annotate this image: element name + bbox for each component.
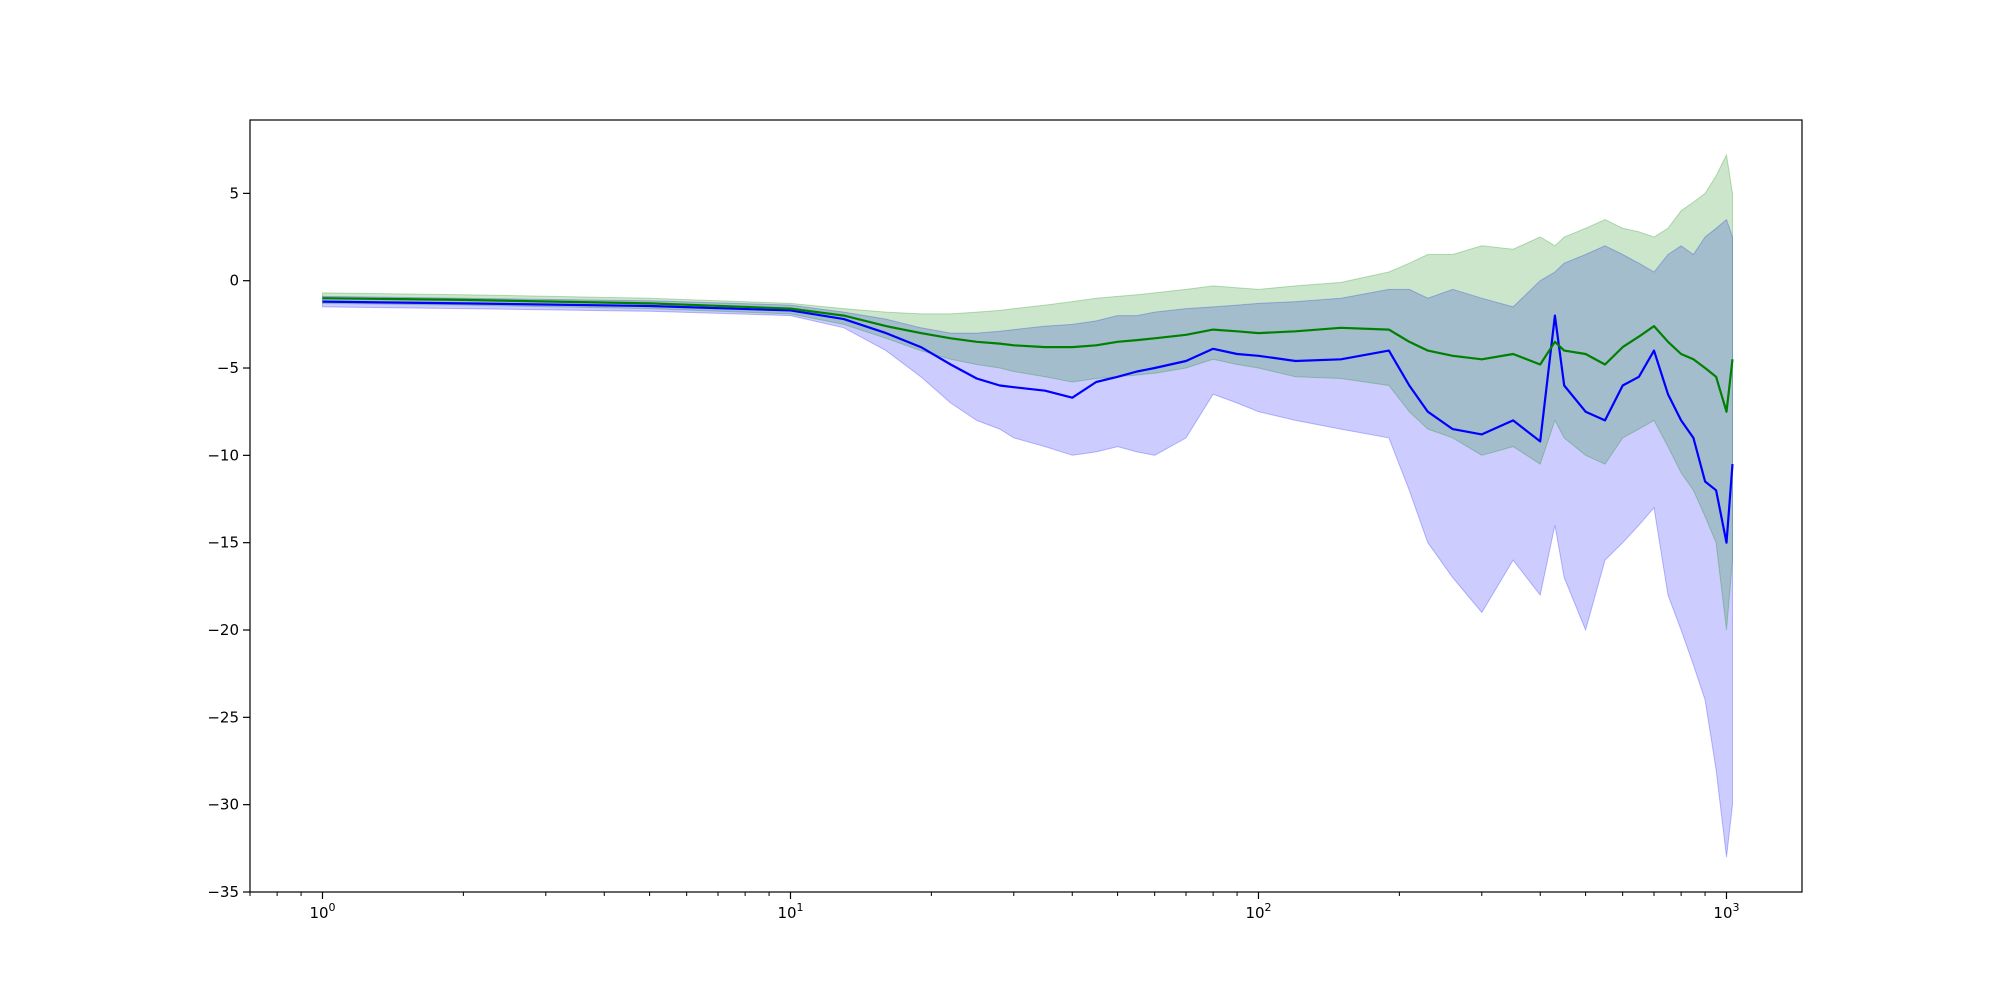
- x-tick-label: 102: [1245, 901, 1271, 922]
- y-tick-label: 0: [229, 272, 239, 290]
- x-axis: 100 101 102 103: [249, 892, 1740, 922]
- series-layer: [322, 153, 1734, 858]
- y-tick-label: −15: [207, 534, 239, 552]
- y-tick-label: −30: [207, 796, 239, 814]
- series-1-band: [322, 218, 1733, 858]
- plot-frame: [249, 119, 1803, 893]
- series-2-band: [322, 153, 1733, 631]
- y-tick-label: −35: [207, 883, 239, 901]
- y-tick-label: −25: [207, 708, 239, 726]
- series-1-line: [322, 300, 1734, 544]
- y-tick-label: 5: [229, 184, 239, 202]
- x-tick-label: 101: [777, 901, 803, 922]
- y-tick-label: −10: [207, 446, 239, 464]
- x-tick-label: 100: [309, 901, 335, 922]
- y-axis: 5 0 −5 −10 −15 −20 −25 −30 −35: [207, 184, 250, 901]
- series-2-line: [322, 297, 1734, 413]
- y-tick-label: −20: [207, 621, 239, 639]
- x-tick-label: 103: [1713, 901, 1739, 922]
- plot-area: [249, 119, 1803, 893]
- y-tick-label: −5: [217, 359, 239, 377]
